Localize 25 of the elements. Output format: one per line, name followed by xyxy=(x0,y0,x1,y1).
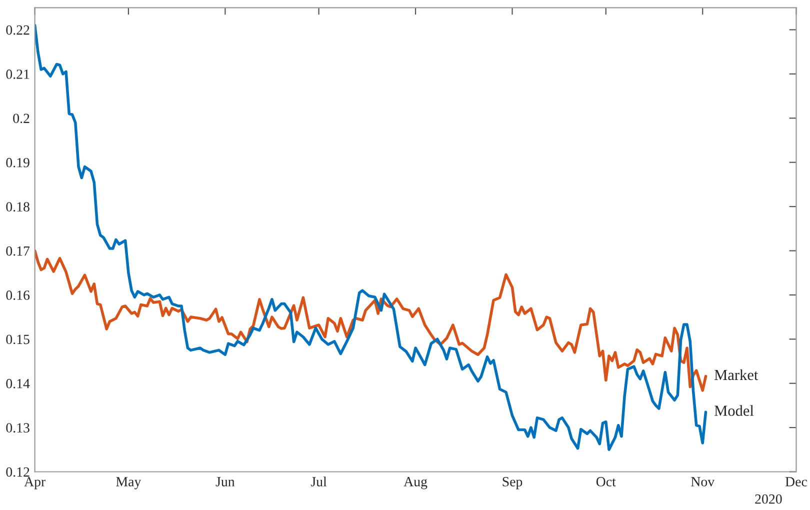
y-tick-label: 0.19 xyxy=(6,158,30,168)
x-tick-label: Apr xyxy=(24,477,46,490)
y-tick-label: 0.16 xyxy=(6,290,30,300)
x-tick-label: Oct xyxy=(596,477,616,486)
x-tick-label: May xyxy=(116,477,142,490)
series-label: Market xyxy=(714,369,758,380)
x-tick-label: Dec xyxy=(785,477,807,486)
y-tick-label: 0.22 xyxy=(6,25,30,35)
x-tick-label: Jul xyxy=(310,476,327,486)
series-label: Model xyxy=(714,405,754,416)
x-tick-label: Jun xyxy=(216,477,235,486)
y-tick-label: 0.17 xyxy=(6,246,30,256)
line-series xyxy=(34,24,708,452)
y-tick-label: 0.14 xyxy=(6,378,30,388)
y-tick-label: 0.18 xyxy=(6,202,30,212)
x-tick-label: Nov xyxy=(691,477,715,486)
y-tick-label: 0.15 xyxy=(6,334,30,344)
text: 2020 xyxy=(755,494,782,504)
y-tick-label: 0.12 xyxy=(6,467,30,477)
line-series xyxy=(34,249,708,392)
x-tick-label: Sep xyxy=(502,477,522,490)
y-tick-label: 0.13 xyxy=(6,423,30,433)
y-tick-label: 0.21 xyxy=(6,70,30,79)
y-tick-label: 0.2 xyxy=(13,114,30,124)
x-tick-label: Aug xyxy=(404,477,428,490)
